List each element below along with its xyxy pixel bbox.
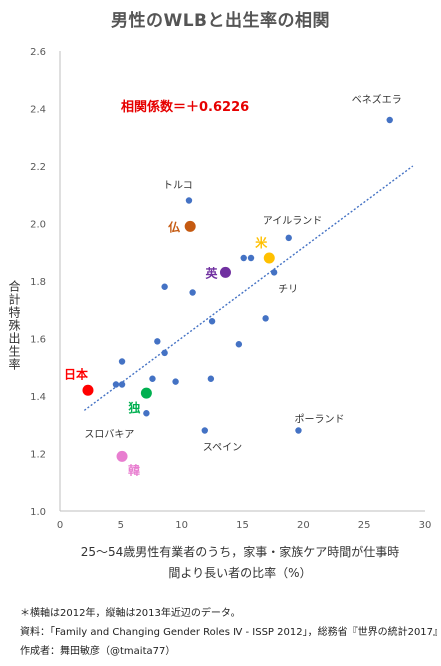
data-point	[143, 410, 150, 417]
point-label: トルコ	[163, 181, 193, 192]
point-label: スペイン	[203, 443, 242, 454]
data-point	[161, 349, 168, 357]
y-tick-label: 2.2	[30, 162, 46, 173]
data-point	[185, 197, 193, 204]
data-point	[270, 269, 278, 276]
data-point	[247, 254, 255, 262]
y-tick-label: 1.2	[30, 450, 46, 461]
data-point	[208, 318, 216, 325]
highlight-label: 米	[255, 235, 268, 250]
point-label: ベネズエラ	[352, 93, 402, 106]
x-axis-label: 25～54歳男性有業者のうち，家事・家族ケア時間が仕事時	[81, 544, 400, 559]
point-label: ポーランド	[294, 414, 344, 426]
point-label: チリ	[278, 283, 298, 295]
data-point	[118, 381, 126, 388]
y-tick-label: 1.6	[30, 335, 46, 346]
data-point	[172, 378, 179, 385]
x-tick-label: 15	[236, 520, 249, 531]
y-tick-label: 1.0	[30, 507, 46, 518]
data-point	[118, 358, 126, 365]
highlight-label: 英	[205, 265, 218, 280]
data-point	[112, 381, 120, 388]
highlight-point	[219, 266, 231, 278]
highlight-point	[184, 220, 196, 232]
data-point	[201, 427, 208, 434]
x-axis-label: 間より長い者の比率（%）	[168, 565, 311, 580]
y-tick-label: 2.6	[30, 47, 46, 58]
data-point	[154, 338, 161, 345]
data-point	[285, 234, 292, 242]
highlight-point	[263, 252, 275, 264]
x-tick-label: 30	[419, 520, 432, 531]
data-point	[386, 116, 393, 124]
x-tick-label: 20	[297, 520, 310, 531]
highlight-label: 日本	[64, 366, 88, 381]
footnote-author: 作成者：舞田敏彦（@tmaita77）	[20, 646, 176, 657]
correlation-label: 相関係数＝＋0.6226	[121, 99, 249, 115]
y-tick-label: 2.0	[30, 220, 46, 231]
data-point	[235, 341, 243, 348]
data-point	[161, 283, 168, 290]
trendline	[83, 165, 414, 411]
x-tick-label: 5	[118, 520, 124, 531]
y-tick-label: 1.4	[30, 392, 46, 403]
point-label: スロバキア	[84, 428, 134, 440]
highlight-label: 独	[127, 400, 140, 415]
point-label: アイルランド	[263, 215, 323, 227]
data-point	[207, 375, 215, 382]
data-point	[262, 315, 269, 322]
data-point	[149, 375, 156, 382]
highlight-point	[116, 450, 128, 462]
highlight-label: 仏	[168, 220, 180, 234]
chart-title: 男性のWLBと出生率の相関	[110, 11, 331, 31]
x-tick-label: 0	[57, 520, 63, 531]
y-tick-label: 2.4	[30, 105, 46, 116]
data-point	[240, 254, 247, 262]
footnote-data-note: ＊横軸は2012年，縦軸は2013年近辺のデータ。	[20, 608, 241, 619]
y-tick-label: 1.8	[30, 277, 46, 288]
y-axis-label: 合計特殊出生率	[7, 279, 21, 371]
footnote-source: 資料：「Family and Changing Gender Roles Ⅳ -…	[20, 627, 441, 638]
highlight-point	[82, 384, 94, 396]
data-point	[295, 427, 302, 434]
highlight-point	[140, 387, 152, 399]
x-tick-label: 10	[175, 520, 188, 531]
data-point	[189, 289, 196, 296]
x-tick-label: 25	[358, 520, 371, 531]
highlight-label: 韓	[128, 462, 140, 477]
